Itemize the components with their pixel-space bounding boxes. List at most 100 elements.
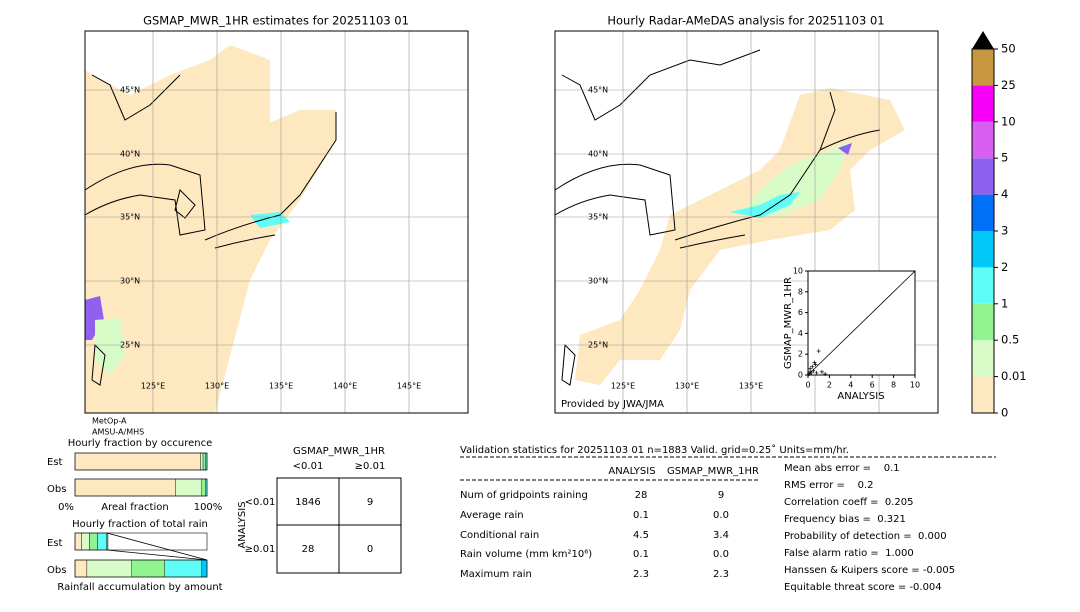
color-swatch [972, 85, 994, 122]
sensor: AMSU-A/MHS [92, 428, 144, 437]
score: False alarm ratio = 1.000 [784, 548, 914, 559]
fraction-segment [97, 532, 107, 551]
bar-frame [74, 559, 208, 578]
row-axis-label: ANALYSIS [237, 501, 248, 548]
cell: 4.5 [633, 530, 649, 541]
map-frame [84, 30, 469, 414]
fraction-segment [106, 532, 109, 551]
color-swatch [972, 49, 994, 86]
fraction-segment [200, 452, 204, 471]
cell: 2.3 [713, 569, 729, 580]
row-label: Num of gridpoints raining [460, 490, 588, 501]
cell: 0.0 [713, 510, 729, 521]
panel-title: Hourly fraction by occurence [68, 438, 212, 449]
tick-label: 1 [1001, 296, 1008, 310]
lon-label: 140°E [333, 382, 357, 391]
point [809, 370, 814, 375]
y-tick-label: 4 [798, 329, 803, 338]
rain-area [95, 318, 125, 375]
row-label: Obs [47, 565, 66, 576]
right-map: Hourly Radar-AMeDAS analysis for 2025110… [554, 14, 939, 414]
score: Correlation coeff = 0.205 [784, 497, 914, 508]
y-tick-label: 0 [798, 371, 803, 380]
fraction-segment [201, 478, 206, 497]
lon-label: 125°E [611, 382, 635, 391]
fraction-segment [202, 452, 206, 471]
row-header: ≥0.01 [245, 544, 276, 555]
fraction-segment [86, 559, 132, 578]
tick-label: 2 [1001, 260, 1008, 274]
point [814, 370, 819, 375]
row-label: Average rain [460, 510, 524, 521]
row-header: <0.01 [245, 497, 276, 508]
rain-area [85, 296, 104, 340]
point [816, 349, 821, 354]
bar-frame [74, 452, 208, 471]
rain-area [740, 140, 850, 215]
tick-label: 10 [1001, 114, 1016, 128]
lat-label: 30°N [588, 277, 608, 286]
row-label: Est [47, 457, 63, 468]
coastline [84, 74, 337, 386]
fraction-segment [89, 532, 98, 551]
bar-frame [74, 532, 208, 551]
color-swatch [972, 376, 994, 413]
point [811, 368, 816, 373]
fraction-segment [175, 478, 202, 497]
table-title: GSMAP_MWR_1HR [293, 446, 385, 457]
tick-label: 0.01 [1001, 369, 1027, 383]
y-tick-label: 8 [798, 287, 803, 296]
lat-label: 45°N [120, 86, 140, 95]
color-swatch [972, 194, 994, 231]
rain-area [838, 143, 852, 155]
x-tick-label: 4 [848, 381, 853, 390]
cell: 0.1 [633, 510, 649, 521]
axis-label: Areal fraction [101, 502, 168, 513]
row-label: Conditional rain [460, 530, 539, 541]
tick-label: 4 [1001, 187, 1008, 201]
col-header: GSMAP_MWR_1HR [667, 466, 759, 477]
lat-label: 35°N [120, 213, 140, 222]
color-swatch [972, 121, 994, 159]
lat-label: 25°N [588, 341, 608, 350]
cell: 9 [718, 490, 724, 501]
panel-footer: Rainfall accumulation by amount [57, 582, 222, 593]
scatter: 00 2 2 4 4 6 6 8 8 10 10 [793, 267, 920, 390]
color-swatch [972, 158, 994, 195]
fraction-segment [74, 532, 82, 551]
cell: 1846 [295, 497, 320, 508]
point [808, 366, 813, 371]
left-map: GSMAP_MWR_1HR estimates for 20251103 01 [84, 14, 469, 414]
graticule [85, 31, 468, 413]
tick-label: 25 [1001, 78, 1016, 92]
score: Equitable threat score = -0.004 [784, 582, 942, 593]
color-swatch [972, 303, 994, 341]
lat-label: 45°N [588, 86, 608, 95]
validation-header: Validation statistics for 20251103 01 n=… [460, 444, 849, 456]
scatter-xlabel: ANALYSIS [837, 391, 884, 402]
fraction-segment [74, 478, 176, 497]
fraction-segment [164, 559, 202, 578]
cell: 3.4 [713, 530, 729, 541]
x-tick-label: 6 [870, 381, 875, 390]
extend-arrow [972, 31, 994, 49]
fraction-segment [131, 559, 165, 578]
row-label: Maximum rain [460, 569, 532, 580]
map-title: GSMAP_MWR_1HR estimates for 20251103 01 [143, 14, 409, 28]
fraction-panels: Hourly fraction by occurence Est Obs 0% … [47, 417, 223, 594]
tick-label: 50 [1001, 42, 1016, 56]
lon-label: 130°E [205, 382, 229, 391]
x-tick-label: 2 [827, 381, 832, 390]
tick-label: 0.5 [1001, 333, 1019, 347]
score: RMS error = 0.2 [784, 480, 874, 491]
fraction-segment [74, 452, 201, 471]
cell: 0.1 [633, 549, 649, 560]
point [807, 371, 812, 376]
tick-label: 5 [1001, 151, 1008, 165]
tick-label: 3 [1001, 224, 1008, 238]
cell: 28 [302, 544, 315, 555]
cell: 9 [367, 497, 373, 508]
point [810, 364, 815, 369]
rain-area [85, 45, 336, 413]
